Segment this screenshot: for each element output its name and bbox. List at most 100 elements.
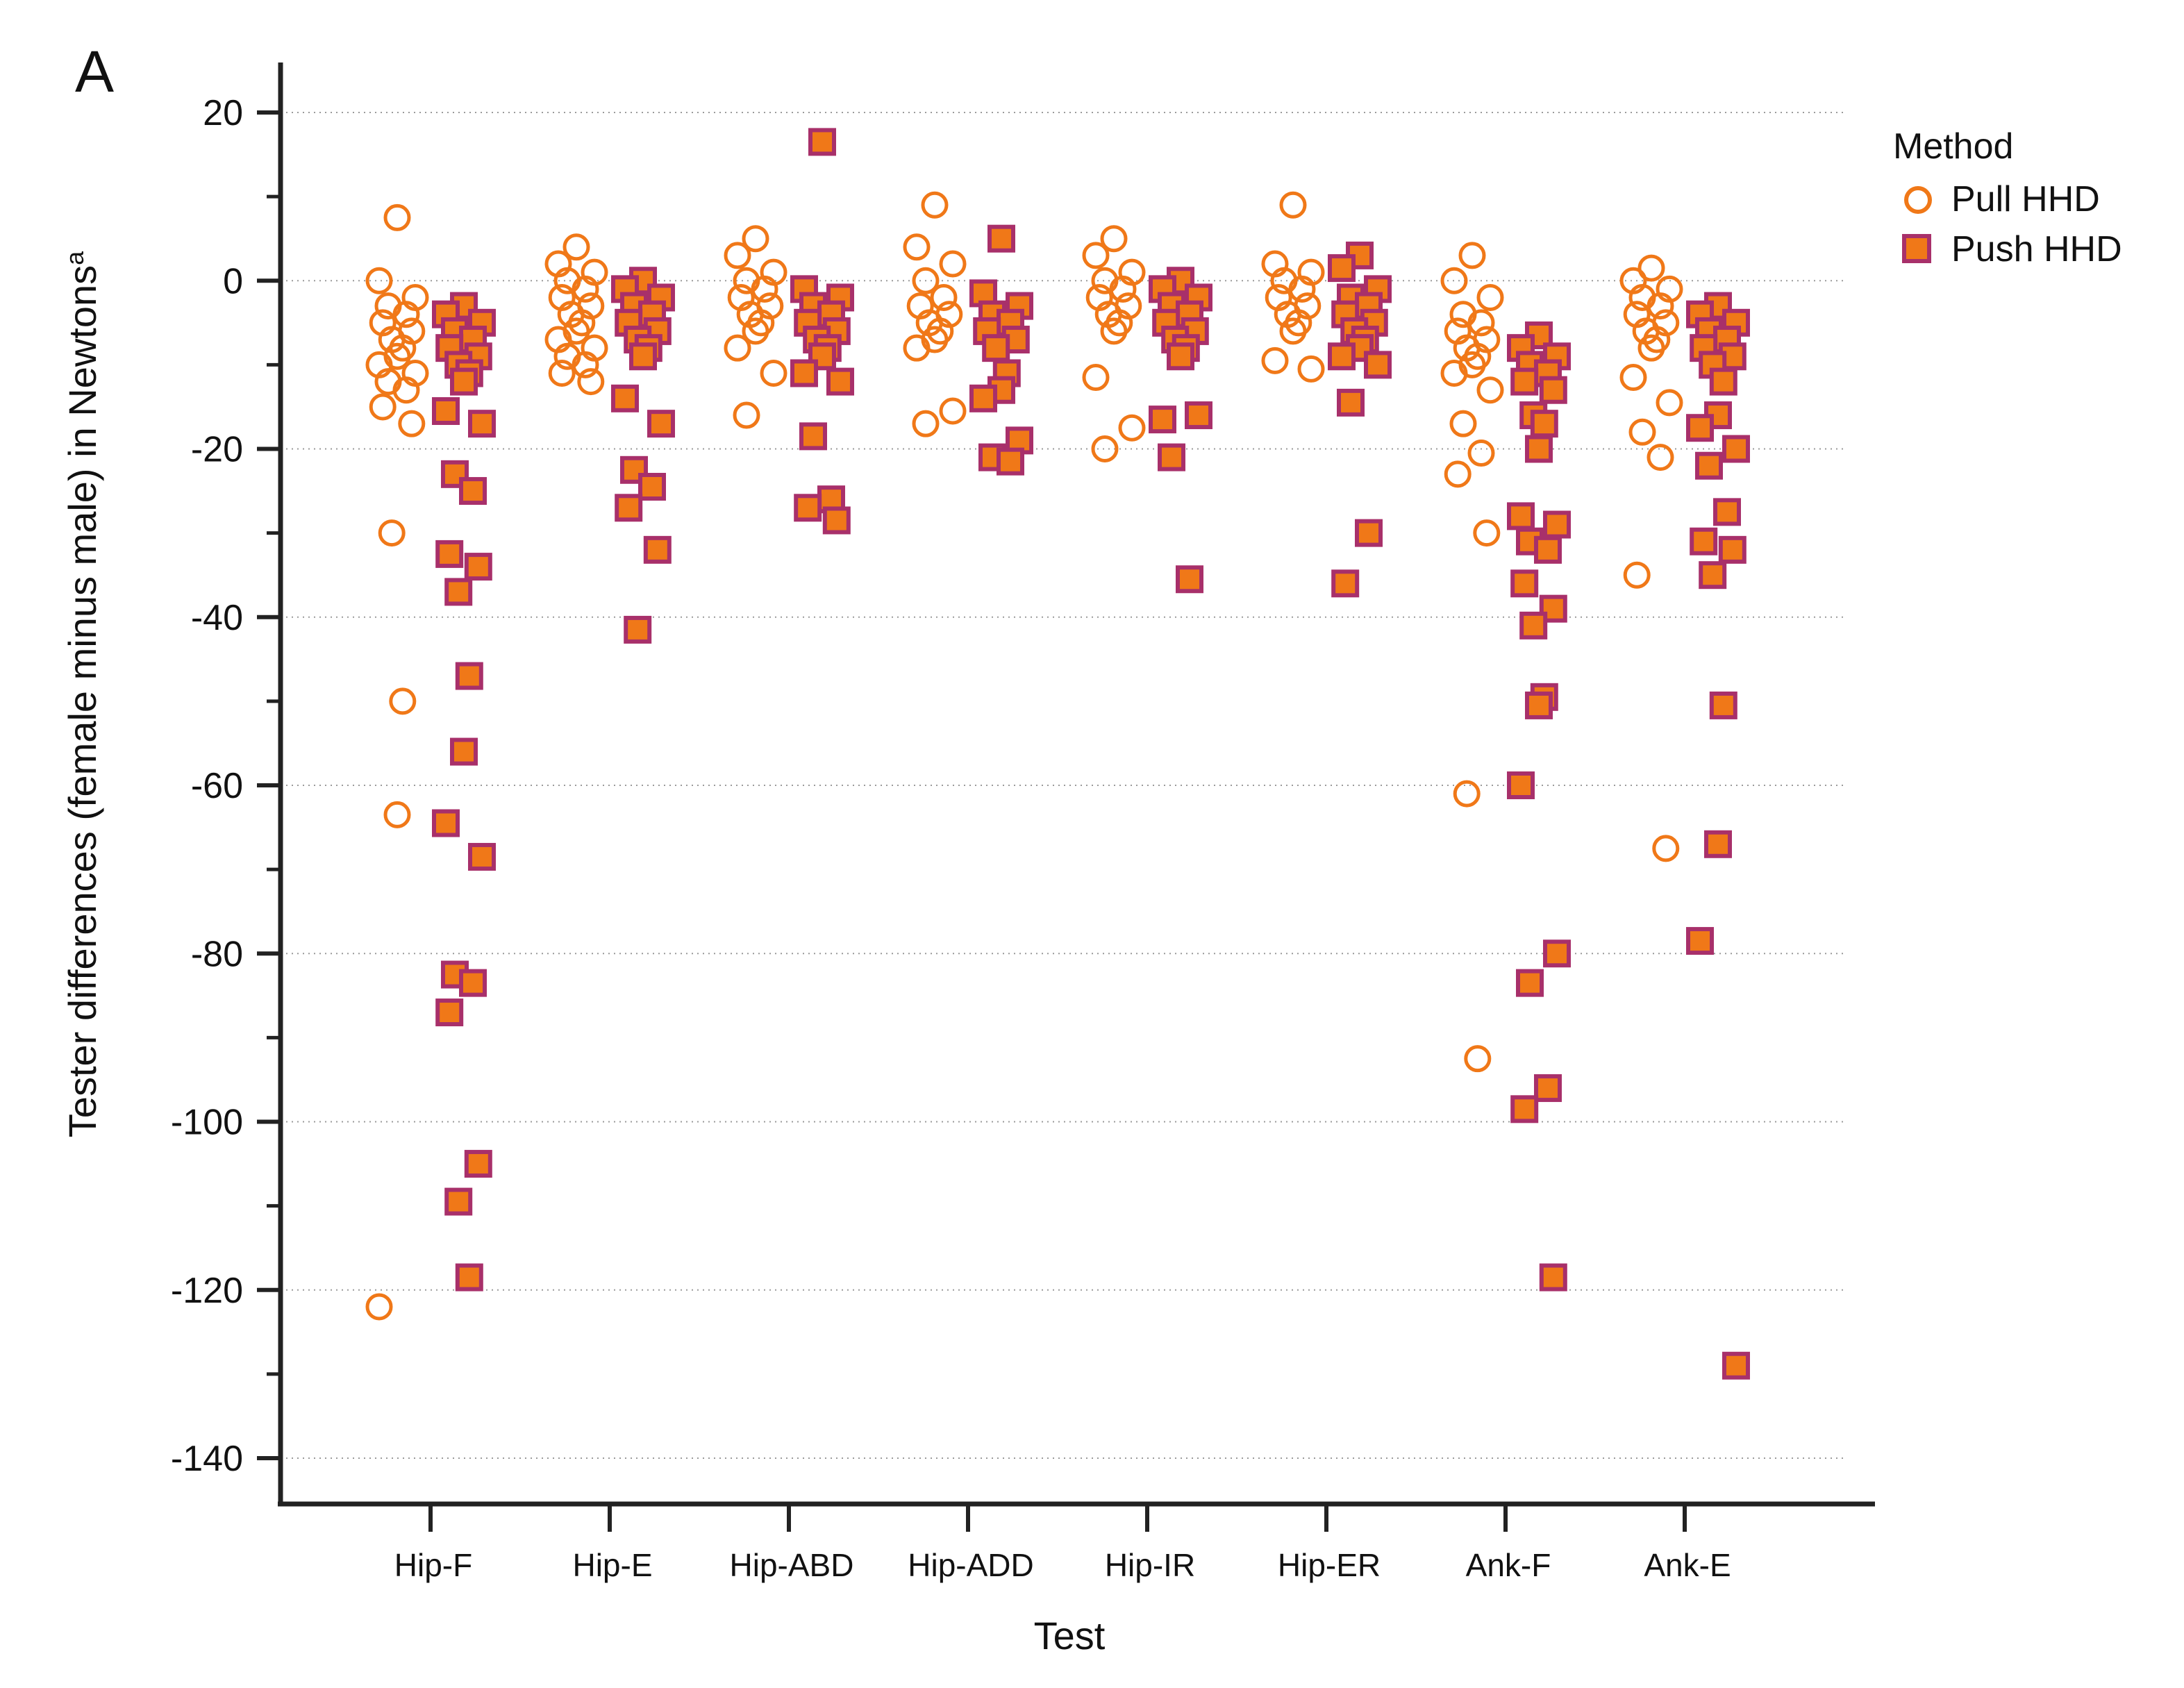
- push-hhd-point: [444, 1187, 473, 1216]
- pull-hhd-point: [1476, 376, 1504, 404]
- legend-title: Method: [1893, 126, 2013, 167]
- y-tick-label: -120: [171, 1271, 243, 1311]
- push-hhd-point: [1722, 1351, 1750, 1380]
- pull-hhd-point: [1458, 242, 1486, 269]
- push-hhd-point: [1185, 401, 1212, 430]
- push-hhd-point: [435, 540, 464, 568]
- pull-hhd-point: [1082, 242, 1110, 269]
- push-hhd-point: [982, 334, 1010, 362]
- push-hhd-point: [1167, 342, 1194, 371]
- push-hhd-point: [624, 615, 652, 644]
- push-hhd-point: [468, 842, 496, 871]
- pull-hhd-point: [1279, 191, 1307, 219]
- push-hhd-point: [790, 359, 818, 387]
- x-tick-label: Ank-F: [1466, 1547, 1551, 1583]
- push-hhd-point: [464, 1150, 492, 1178]
- pull-hhd-point: [1100, 317, 1128, 345]
- push-hhd-point: [1690, 527, 1718, 555]
- push-hhd-point: [1525, 691, 1553, 719]
- legend-pull-marker: [1904, 186, 1932, 214]
- push-hhd-point: [1543, 939, 1571, 968]
- y-tick-label: -100: [171, 1103, 243, 1143]
- pull-hhd-point: [912, 267, 940, 294]
- y-tick-label: -140: [171, 1439, 243, 1479]
- push-hhd-point: [459, 477, 487, 505]
- push-hhd-point: [826, 367, 854, 396]
- y-tick-label: 0: [223, 261, 243, 301]
- push-hhd-point: [450, 737, 478, 766]
- pull-hhd-point: [383, 801, 411, 828]
- pull-hhd-point: [1091, 435, 1119, 462]
- pull-hhd-point: [389, 687, 417, 715]
- pull-hhd-point: [742, 317, 769, 345]
- pull-hhd-point: [742, 225, 769, 253]
- pull-hhd-point: [1467, 309, 1495, 337]
- push-hhd-point: [629, 342, 657, 371]
- push-hhd-point: [1699, 561, 1727, 590]
- push-hhd-point: [1337, 388, 1365, 417]
- push-hhd-point: [1149, 406, 1176, 434]
- push-hhd-point: [1328, 254, 1356, 283]
- push-hhd-point: [1507, 502, 1535, 530]
- push-hhd-point: [1510, 1095, 1539, 1123]
- push-hhd-point: [1695, 451, 1723, 480]
- pull-hhd-point: [939, 250, 967, 278]
- x-tick-label: Hip-IR: [1105, 1547, 1195, 1583]
- y-tick-label: -60: [191, 766, 243, 806]
- push-hhd-point: [997, 447, 1024, 476]
- pull-hhd-point: [1082, 364, 1110, 392]
- pull-hhd-point: [903, 334, 931, 362]
- pull-hhd-point: [1444, 460, 1472, 488]
- push-hhd-point: [1718, 535, 1747, 564]
- push-hhd-point: [464, 553, 492, 581]
- pull-hhd-point: [930, 283, 958, 311]
- push-hhd-point: [455, 662, 483, 690]
- push-hhd-point: [1539, 1263, 1567, 1292]
- pull-hhd-point: [1628, 418, 1656, 446]
- y-axis-title-main: Tester differences (female minus male) i…: [60, 265, 104, 1137]
- x-tick-label: Hip-ABD: [730, 1547, 854, 1583]
- pull-hhd-point: [1647, 444, 1674, 471]
- x-tick-label: Hip-ER: [1278, 1547, 1381, 1583]
- pull-hhd-point: [378, 519, 406, 547]
- push-hhd-point: [435, 998, 464, 1027]
- pull-hhd-point: [1637, 334, 1665, 362]
- pull-hhd-point: [572, 351, 599, 378]
- push-hhd-point: [615, 494, 643, 522]
- push-hhd-point: [1176, 565, 1203, 594]
- y-axis-title: Tester differences (female minus male) i…: [60, 251, 104, 1137]
- pull-hhd-point: [1100, 225, 1128, 253]
- push-hhd-point: [1519, 611, 1548, 640]
- push-hhd-point: [459, 969, 487, 997]
- pull-hhd-point: [724, 334, 751, 362]
- y-axis-ticks: 20 0 -20 -40 -60 -80 -100 -120 -140: [171, 93, 281, 1479]
- push-hhd-point: [647, 410, 675, 438]
- pull-hhd-point: [1440, 359, 1468, 387]
- push-hhd-point: [1534, 1074, 1562, 1103]
- pull-hhd-point: [1453, 780, 1481, 808]
- y-tick-label: 20: [203, 93, 243, 133]
- push-hhd-point: [1530, 410, 1558, 438]
- pull-hhd-point: [577, 368, 605, 396]
- pull-hhd-point: [383, 203, 411, 231]
- pull-hhd-point: [1473, 519, 1501, 547]
- pull-hhd-point: [548, 359, 576, 387]
- push-hhd-point: [969, 384, 997, 412]
- push-hhd-point: [444, 578, 473, 606]
- push-hhd-point: [1704, 830, 1732, 858]
- pull-hhd-point: [1464, 1045, 1492, 1073]
- x-tick-label: Hip-F: [394, 1547, 472, 1583]
- push-hhd-point: [468, 410, 496, 438]
- pull-hhd-point: [921, 191, 949, 219]
- push-hhd-point: [1543, 510, 1571, 539]
- pull-hhd-point: [939, 397, 967, 425]
- pull-hhd-point: [365, 1293, 393, 1321]
- grid-lines: [281, 112, 1847, 1459]
- push-hhd-point: [1539, 594, 1567, 623]
- push-hhd-point: [432, 809, 460, 837]
- push-hhd-point: [1328, 342, 1356, 371]
- pull-hhd-point: [1288, 275, 1316, 303]
- push-hhd-point: [808, 128, 836, 156]
- push-hhd-point: [1686, 414, 1714, 442]
- pull-hhd-point: [1118, 414, 1146, 442]
